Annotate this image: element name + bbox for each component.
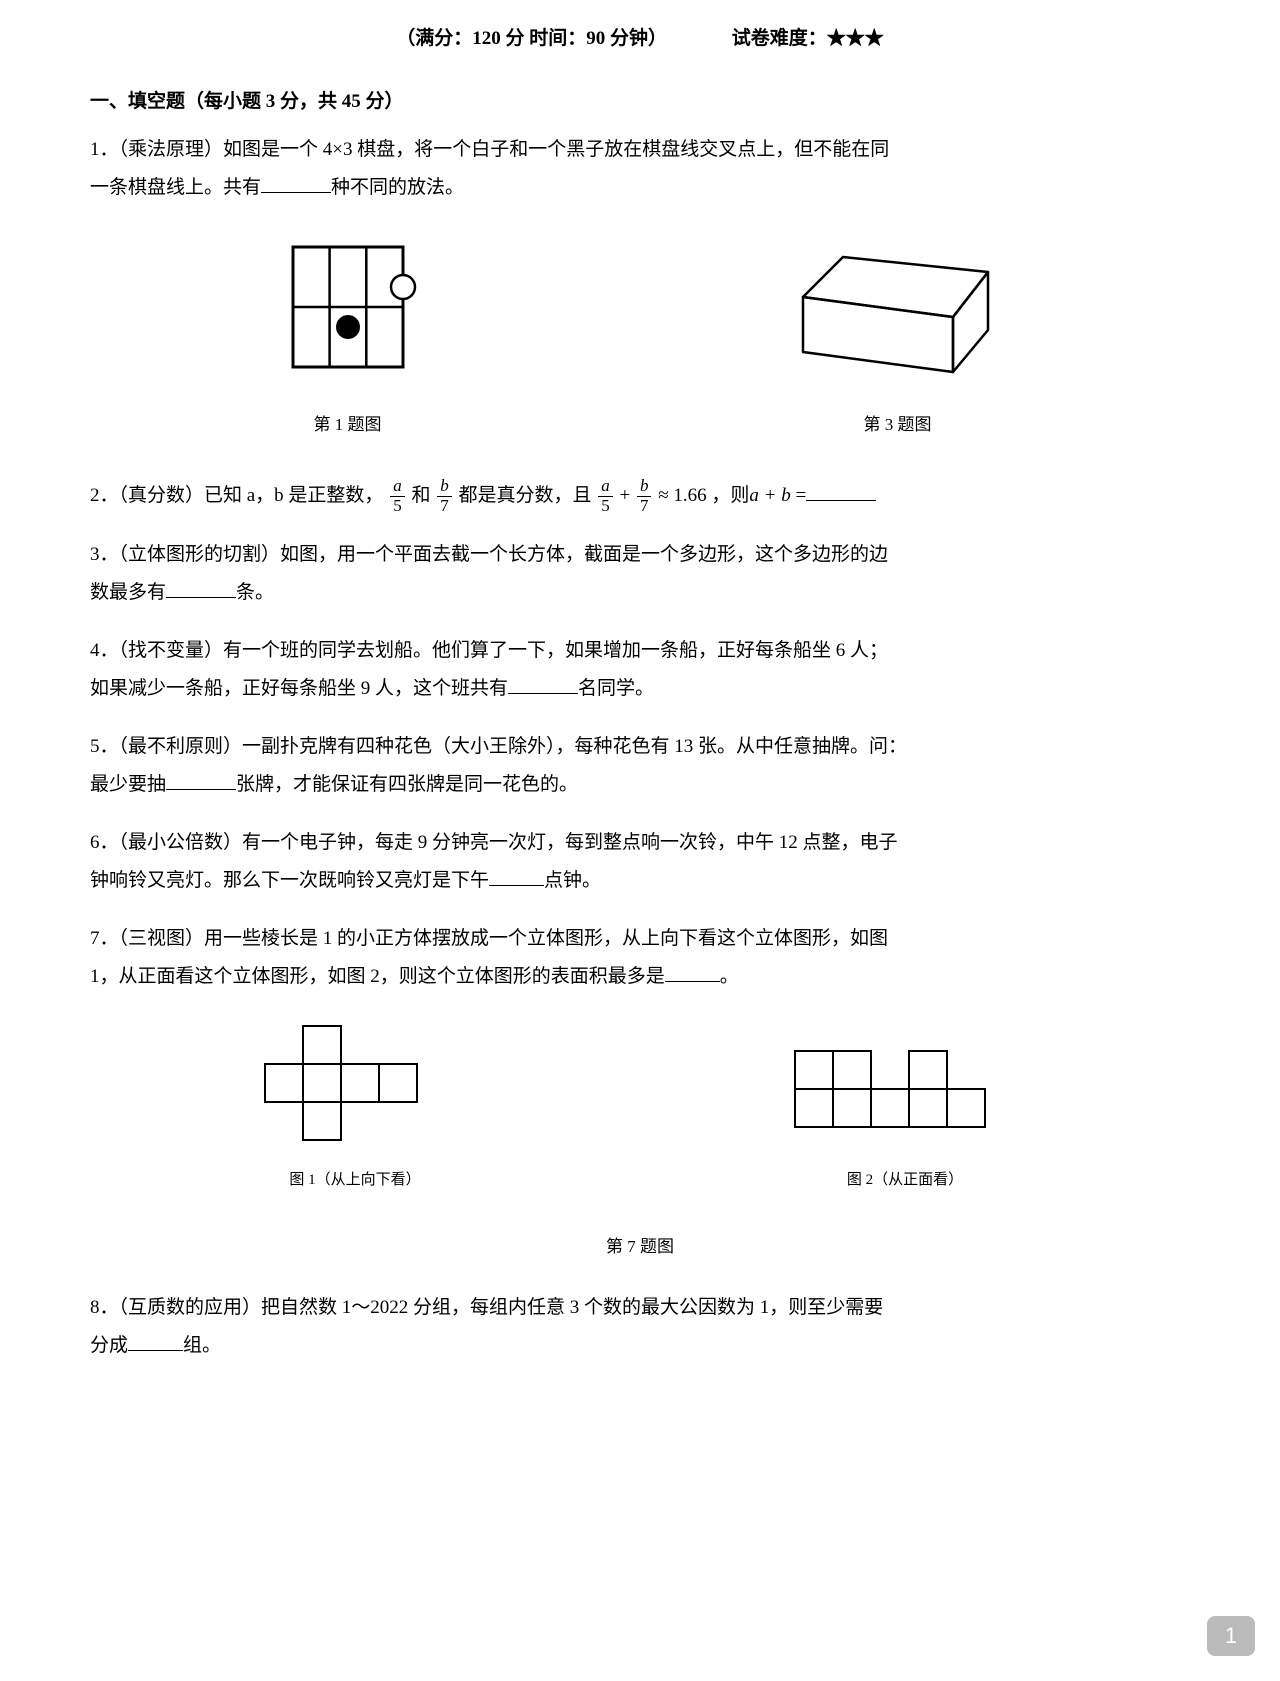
- figure-3-caption: 第 3 题图: [793, 408, 1003, 442]
- q6-line1: 6．（最小公倍数）有一个电子钟，每走 9 分钟亮一次灯，每到整点响一次铃，中午 …: [90, 832, 898, 853]
- section-title: 一、填空题（每小题 3 分，共 45 分）: [90, 83, 1190, 121]
- fig7-sub1: 图 1（从上向下看）: [255, 1165, 455, 1195]
- header-score-time: （满分：120 分 时间：90 分钟）: [396, 20, 667, 58]
- q2-mid3: +: [619, 485, 634, 506]
- q7-line2a: 1，从正面看这个立体图形，如图 2，则这个立体图形的表面积最多是: [90, 966, 665, 987]
- figures-q1-q3: 第 1 题图 第 3 题图: [90, 232, 1190, 442]
- frac-a5-2: a5: [598, 477, 613, 515]
- q4-line1: 4．（找不变量）有一个班的同学去划船。他们算了一下，如果增加一条船，正好每条船坐…: [90, 640, 888, 661]
- difficulty-stars: ★★★: [827, 28, 884, 49]
- blank: [166, 767, 236, 790]
- blank: [508, 671, 578, 694]
- q2-prefix: 2．（真分数）已知 a，b 是正整数，: [90, 485, 383, 506]
- question-3: 3．（立体图形的切割）如图，用一个平面去截一个长方体，截面是一个多边形，这个多边…: [90, 536, 1190, 612]
- q4-line2a: 如果减少一条船，正好每条船坐 9 人，这个班共有: [90, 678, 508, 699]
- frac-a5: a5: [390, 477, 405, 515]
- question-1: 1．（乘法原理）如图是一个 4×3 棋盘，将一个白子和一个黑子放在棋盘线交叉点上…: [90, 131, 1190, 207]
- question-2: 2．（真分数）已知 a，b 是正整数， a5 和 b7 都是真分数，且 a5 +…: [90, 477, 1190, 516]
- fig7-sub2: 图 2（从正面看）: [785, 1165, 1025, 1195]
- blank: [261, 170, 331, 193]
- q8-line2b: 组。: [183, 1335, 221, 1356]
- q2-mid4: ≈ 1.66 ，则: [658, 485, 749, 506]
- figures-q7: 图 1（从上向下看） 图 2（从正面看）: [90, 1021, 1190, 1195]
- grid-board-svg: [278, 232, 418, 382]
- fig7-caption: 第 7 题图: [90, 1230, 1190, 1264]
- blank: [128, 1328, 183, 1351]
- frac-b7-2: b7: [637, 477, 652, 515]
- q3-line2a: 数最多有: [90, 582, 166, 603]
- q2-eq: =: [791, 485, 806, 506]
- figure-7-2: 图 2（从正面看）: [785, 1041, 1025, 1195]
- header-difficulty: 试卷难度：★★★: [732, 20, 884, 58]
- question-5: 5．（最不利原则）一副扑克牌有四种花色（大小王除外），每种花色有 13 张。从中…: [90, 728, 1190, 804]
- frac-b7: b7: [437, 477, 452, 515]
- q6-line2b: 点钟。: [544, 870, 601, 891]
- question-4: 4．（找不变量）有一个班的同学去划船。他们算了一下，如果增加一条船，正好每条船坐…: [90, 632, 1190, 708]
- q5-line2a: 最少要抽: [90, 774, 166, 795]
- q3-line1: 3．（立体图形的切割）如图，用一个平面去截一个长方体，截面是一个多边形，这个多边…: [90, 544, 888, 565]
- q4-line2b: 名同学。: [578, 678, 654, 699]
- difficulty-label: 试卷难度：: [732, 28, 827, 49]
- q2-mid1: 和: [411, 485, 430, 506]
- blank: [665, 959, 720, 982]
- figure-3: 第 3 题图: [793, 242, 1003, 442]
- figure-1: 第 1 题图: [278, 232, 418, 442]
- q1-line1: 1．（乘法原理）如图是一个 4×3 棋盘，将一个白子和一个黑子放在棋盘线交叉点上…: [90, 139, 889, 160]
- blank: [806, 478, 876, 501]
- exam-header: （满分：120 分 时间：90 分钟） 试卷难度：★★★: [90, 20, 1190, 58]
- top-view-svg: [255, 1021, 455, 1141]
- q7-line2b: 。: [720, 966, 739, 987]
- q6-line2a: 钟响铃又亮灯。那么下一次既响铃又亮灯是下午: [90, 870, 489, 891]
- cuboid-svg: [793, 242, 1003, 382]
- front-view-svg: [785, 1041, 1025, 1141]
- q2-var: a + b: [749, 485, 790, 506]
- blank: [166, 575, 236, 598]
- question-6: 6．（最小公倍数）有一个电子钟，每走 9 分钟亮一次灯，每到整点响一次铃，中午 …: [90, 824, 1190, 900]
- q2-mid2: 都是真分数，且: [458, 485, 596, 506]
- blank: [489, 863, 544, 886]
- question-8: 8．（互质数的应用）把自然数 1～2022 分组，每组内任意 3 个数的最大公因…: [90, 1289, 1190, 1365]
- figure-1-caption: 第 1 题图: [278, 408, 418, 442]
- q8-line2a: 分成: [90, 1335, 128, 1356]
- q5-line2b: 张牌，才能保证有四张牌是同一花色的。: [236, 774, 578, 795]
- question-7: 7．（三视图）用一些棱长是 1 的小正方体摆放成一个立体图形，从上向下看这个立体…: [90, 920, 1190, 996]
- q8-line1: 8．（互质数的应用）把自然数 1～2022 分组，每组内任意 3 个数的最大公因…: [90, 1297, 883, 1318]
- q1-line2a: 一条棋盘线上。共有: [90, 177, 261, 198]
- figure-7-1: 图 1（从上向下看）: [255, 1021, 455, 1195]
- q7-line1: 7．（三视图）用一些棱长是 1 的小正方体摆放成一个立体图形，从上向下看这个立体…: [90, 928, 888, 949]
- q1-line2b: 种不同的放法。: [331, 177, 464, 198]
- page-number: 1: [1207, 1616, 1255, 1656]
- q5-line1: 5．（最不利原则）一副扑克牌有四种花色（大小王除外），每种花色有 13 张。从中…: [90, 736, 907, 757]
- q3-line2b: 条。: [236, 582, 274, 603]
